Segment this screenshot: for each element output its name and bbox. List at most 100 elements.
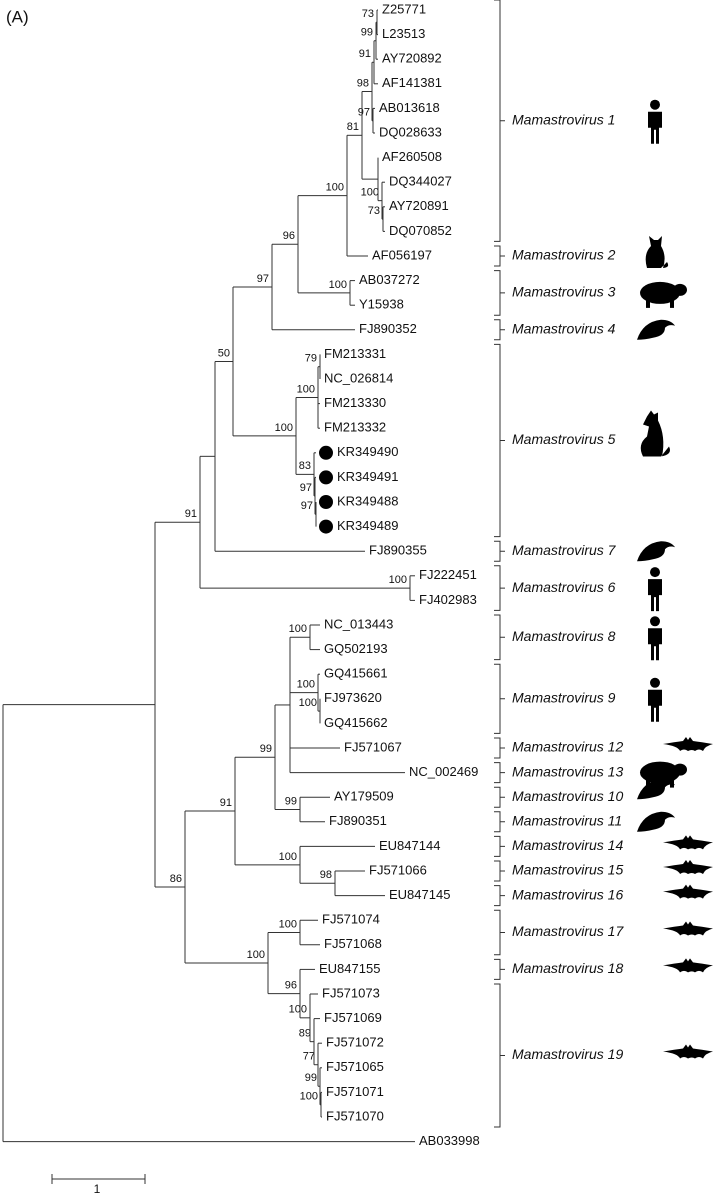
icon (648, 689, 662, 722)
leaf-label: FJ890352 (359, 321, 417, 336)
support-value: 98 (320, 869, 332, 881)
clade-bracket (494, 909, 505, 956)
clade-bracket (494, 540, 505, 562)
clade-bracket (494, 885, 505, 907)
clade-label: Mamastrovirus 18 (512, 960, 623, 976)
support-value: 99 (305, 1072, 317, 1084)
leaf-label: FJ571069 (324, 1010, 382, 1025)
support-value: 96 (285, 980, 297, 992)
support-value: 79 (305, 353, 317, 365)
leaf-label: FM213332 (324, 420, 386, 435)
leaf-label: DQ344027 (389, 174, 452, 189)
clade-label: Mamastrovirus 5 (512, 431, 616, 447)
support-value: 99 (361, 27, 373, 39)
icon (673, 763, 687, 776)
panel-label: (A) (6, 7, 29, 26)
icon (663, 1044, 713, 1059)
support-value: 91 (220, 797, 232, 809)
icon (663, 884, 713, 899)
leaf-label: FM213330 (324, 395, 386, 410)
leaf-label: FJ571072 (326, 1035, 384, 1050)
clade-bracket (494, 614, 505, 661)
icon (648, 579, 662, 612)
icon (663, 835, 713, 850)
clade-label: Mamastrovirus 16 (512, 886, 623, 902)
clade-bracket (494, 319, 505, 341)
support-value: 100 (297, 679, 315, 691)
support-value: 100 (275, 422, 293, 434)
clade-bracket (494, 343, 505, 538)
icon (663, 921, 713, 936)
icon (663, 737, 713, 751)
icon (637, 319, 675, 340)
clade-bracket (494, 983, 505, 1128)
support-value: 100 (247, 949, 265, 961)
leaf-label: FJ571071 (326, 1084, 384, 1099)
clade-label: Mamastrovirus 3 (512, 284, 616, 300)
clade-bracket (494, 270, 505, 316)
clade-label: Mamastrovirus 6 (512, 579, 616, 595)
leaf-label: DQ070852 (389, 223, 452, 238)
icon (646, 298, 650, 308)
leaf-label: FJ571066 (369, 862, 427, 877)
leaf-label: GQ415661 (324, 666, 388, 681)
icon (663, 860, 713, 874)
leaf-label: FJ571067 (344, 739, 402, 754)
support-value: 97 (300, 482, 312, 494)
icon (650, 567, 660, 578)
support-value: 73 (368, 205, 380, 217)
support-value: 89 (299, 1028, 311, 1040)
leaf-label: AY179509 (334, 789, 394, 804)
clade-bracket (494, 786, 505, 808)
leaf-label: KR349489 (337, 518, 398, 533)
support-value: 86 (170, 873, 182, 885)
leaf-label: AB037272 (359, 272, 420, 287)
leaf-label: GQ415662 (324, 715, 388, 730)
support-value: 100 (389, 574, 407, 586)
clade-label: Mamastrovirus 19 (512, 1046, 623, 1062)
clade-bracket (494, 565, 505, 611)
leaf-label: KR349491 (337, 469, 398, 484)
leaf-label: FM213331 (324, 346, 386, 361)
support-value: 73 (362, 8, 374, 20)
leaf-label: FJ571073 (322, 985, 380, 1000)
support-value: 50 (218, 347, 230, 359)
sample-dot (319, 470, 333, 485)
support-value: 77 (303, 1051, 315, 1063)
leaf-label: FJ571065 (326, 1059, 384, 1074)
support-value: 100 (326, 182, 344, 194)
clade-label: Mamastrovirus 7 (512, 542, 617, 558)
icon (640, 761, 680, 784)
support-value: 97 (301, 500, 313, 512)
support-value: 100 (300, 1091, 318, 1103)
leaf-label: FJ973620 (324, 690, 382, 705)
leaf-label: EU847144 (379, 838, 440, 853)
leaf-label: FJ571070 (326, 1108, 384, 1123)
leaf-label: AF056197 (372, 247, 432, 262)
icon (637, 811, 675, 832)
icon (670, 298, 674, 308)
support-value: 100 (299, 697, 317, 709)
support-value: 97 (358, 107, 370, 119)
clade-label: Mamastrovirus 1 (512, 111, 615, 127)
icon (650, 677, 660, 688)
icon (663, 958, 713, 973)
leaf-label: FJ571074 (322, 912, 380, 927)
clade-label: Mamastrovirus 2 (512, 247, 616, 263)
support-value: 97 (257, 273, 269, 285)
support-value: 91 (359, 48, 371, 60)
leaf-label: NC_013443 (324, 616, 393, 631)
support-value: 83 (299, 460, 311, 472)
support-value: 99 (285, 795, 297, 807)
icon (640, 410, 670, 457)
clade-label: Mamastrovirus 15 (512, 862, 623, 878)
clade-label: Mamastrovirus 8 (512, 628, 616, 644)
leaf-label: Y15938 (359, 297, 404, 312)
sample-dot (319, 445, 333, 460)
support-value: 81 (347, 121, 359, 133)
sample-dot (319, 495, 333, 509)
support-value: 100 (329, 279, 347, 291)
leaf-label: AF260508 (382, 149, 442, 164)
clade-bracket (494, 958, 505, 980)
